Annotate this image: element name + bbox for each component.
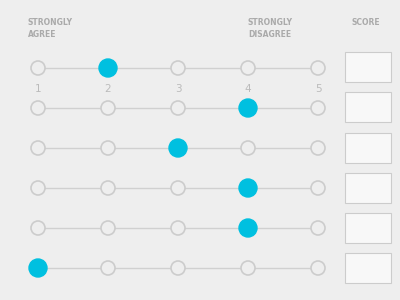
FancyBboxPatch shape — [345, 253, 391, 283]
Circle shape — [311, 181, 325, 195]
Circle shape — [101, 141, 115, 155]
Circle shape — [31, 221, 45, 235]
Circle shape — [239, 179, 257, 197]
Text: 1: 1 — [35, 84, 41, 94]
Text: SCORE: SCORE — [352, 18, 381, 27]
Circle shape — [169, 139, 187, 157]
Circle shape — [101, 261, 115, 275]
Text: 3: 3 — [175, 84, 181, 94]
Circle shape — [239, 219, 257, 237]
Circle shape — [311, 261, 325, 275]
Text: STRONGLY
DISAGREE: STRONGLY DISAGREE — [248, 18, 293, 39]
Circle shape — [31, 141, 45, 155]
FancyBboxPatch shape — [345, 173, 391, 203]
Circle shape — [311, 221, 325, 235]
Circle shape — [311, 141, 325, 155]
Circle shape — [29, 259, 47, 277]
Circle shape — [101, 181, 115, 195]
FancyBboxPatch shape — [345, 92, 391, 122]
Circle shape — [241, 261, 255, 275]
Circle shape — [171, 221, 185, 235]
FancyBboxPatch shape — [345, 133, 391, 163]
Circle shape — [311, 61, 325, 75]
Circle shape — [171, 181, 185, 195]
FancyBboxPatch shape — [345, 213, 391, 243]
Circle shape — [31, 61, 45, 75]
Circle shape — [171, 61, 185, 75]
Circle shape — [171, 261, 185, 275]
Circle shape — [99, 59, 117, 77]
Circle shape — [31, 181, 45, 195]
Text: 4: 4 — [245, 84, 251, 94]
Circle shape — [31, 101, 45, 115]
Circle shape — [241, 61, 255, 75]
Circle shape — [101, 101, 115, 115]
Circle shape — [171, 101, 185, 115]
Circle shape — [239, 99, 257, 117]
Text: STRONGLY
AGREE: STRONGLY AGREE — [28, 18, 73, 39]
Circle shape — [101, 221, 115, 235]
Text: 5: 5 — [315, 84, 321, 94]
Circle shape — [241, 141, 255, 155]
Circle shape — [311, 101, 325, 115]
FancyBboxPatch shape — [345, 52, 391, 82]
Text: 2: 2 — [105, 84, 111, 94]
